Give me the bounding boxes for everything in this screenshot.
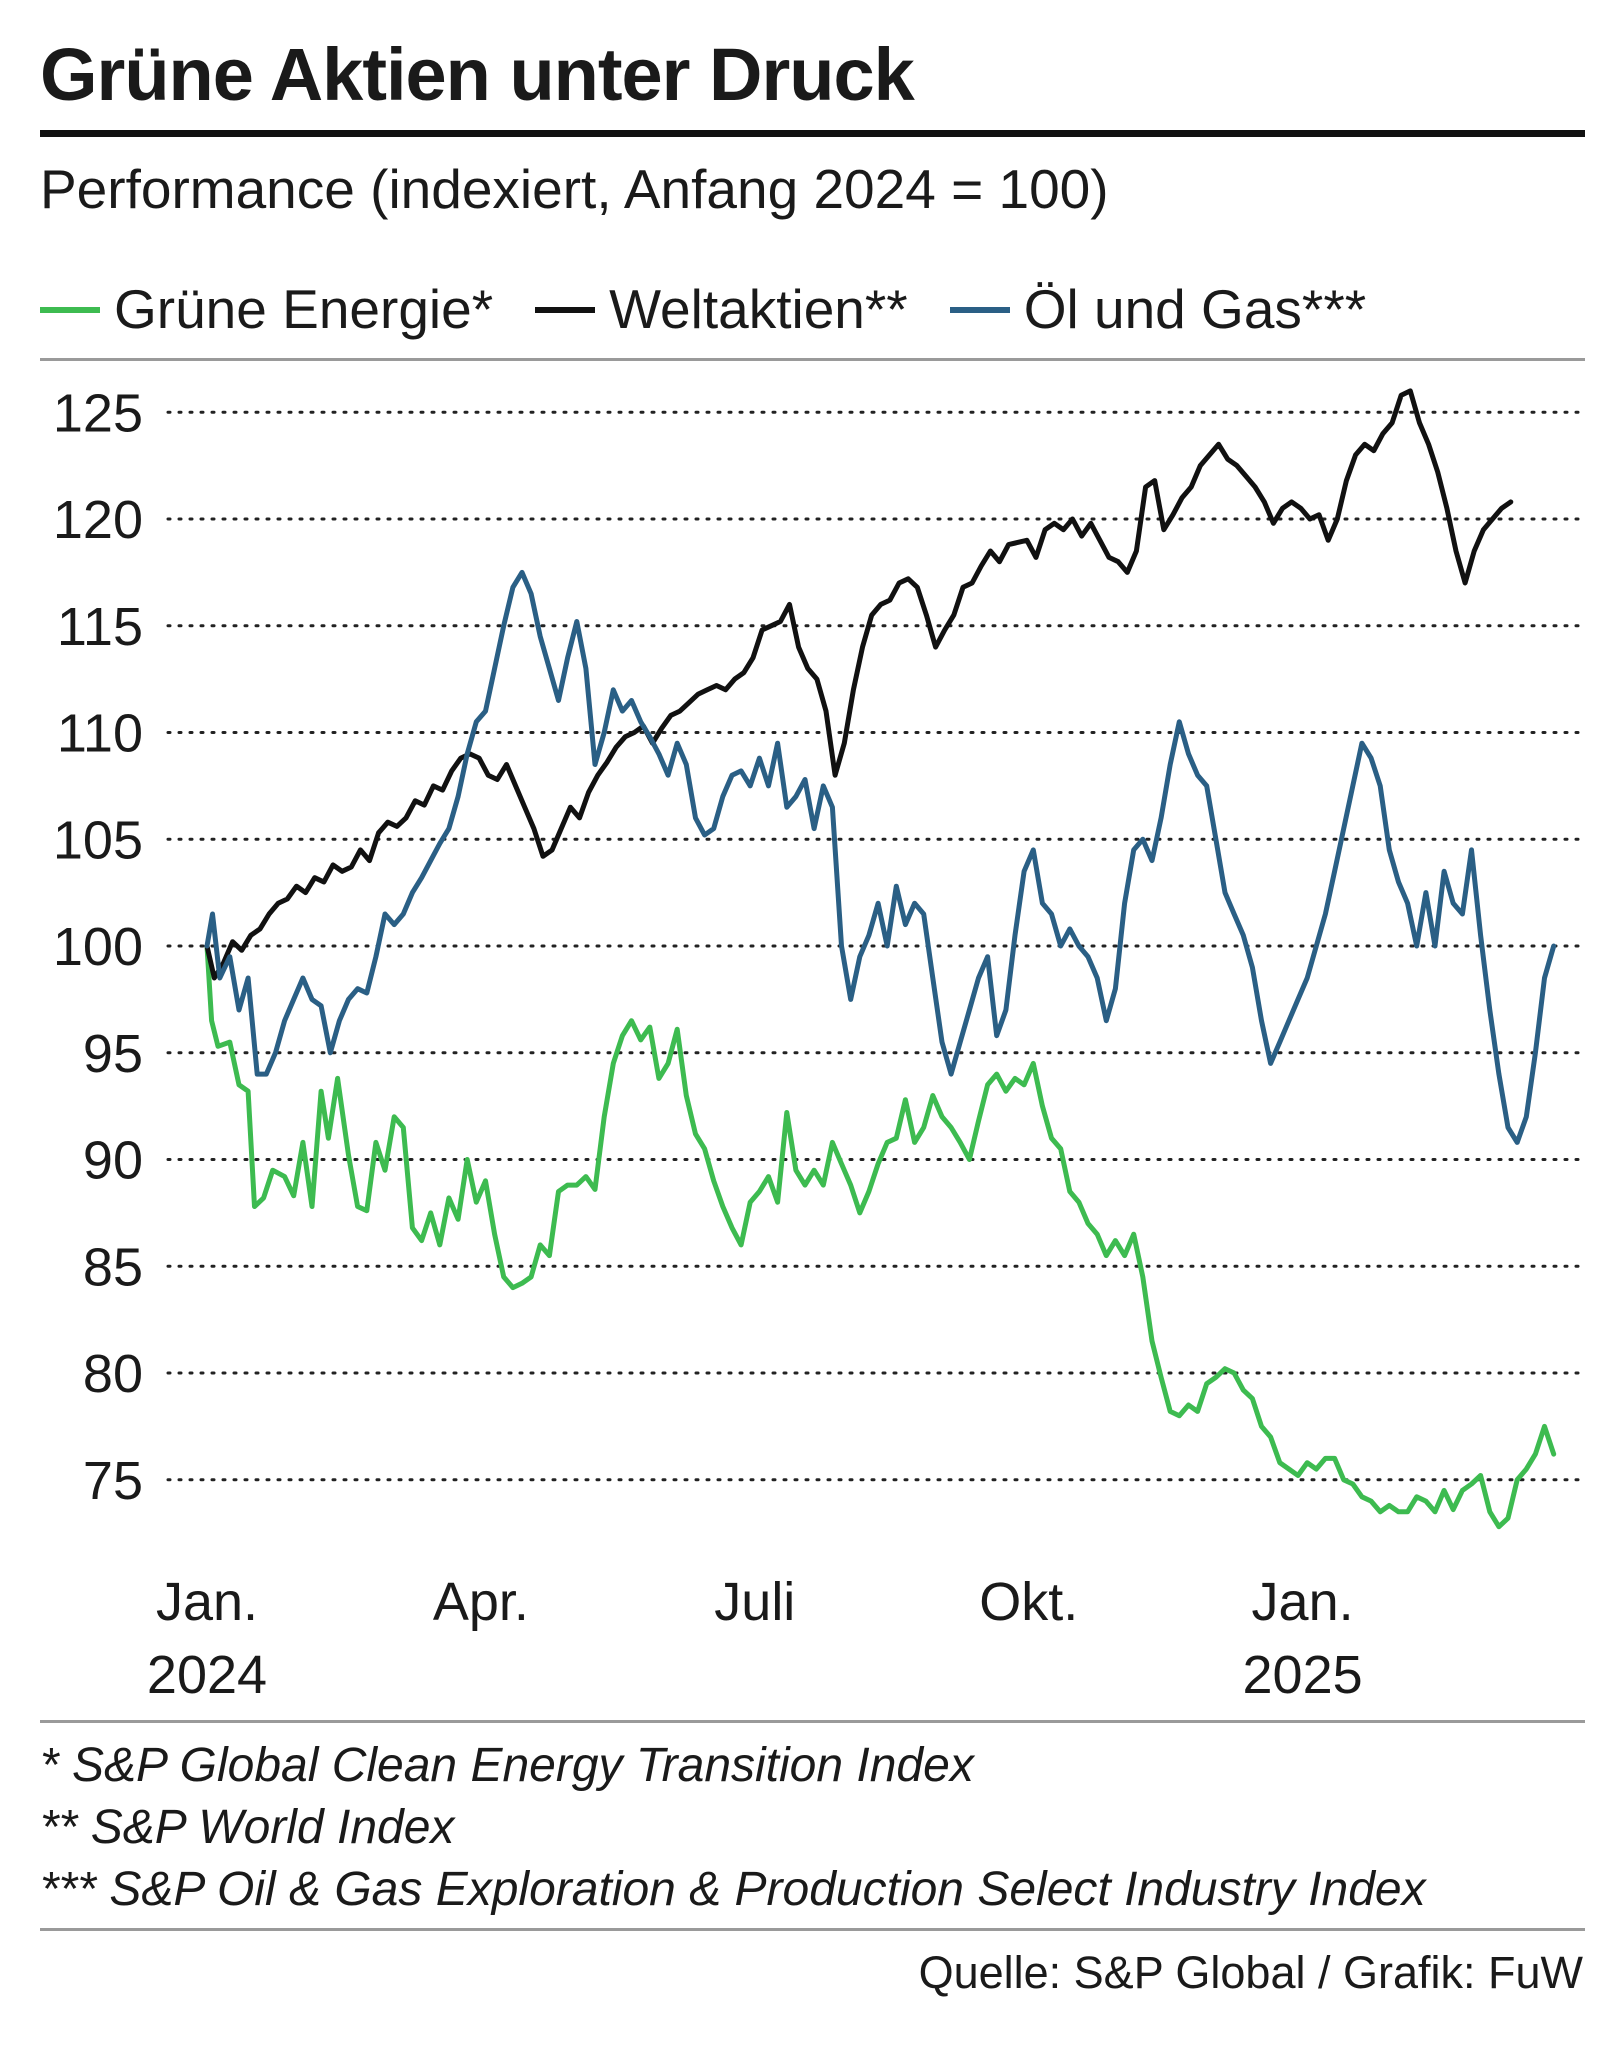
legend-item-green-energy: Grüne Energie* bbox=[40, 282, 493, 337]
x-tick-label: Apr. bbox=[433, 1572, 529, 1632]
notes-rule bbox=[40, 1720, 1585, 1723]
legend: Grüne Energie* Weltaktien** Öl und Gas**… bbox=[40, 282, 1408, 337]
x-tick-label: Jan. bbox=[1252, 1572, 1354, 1632]
footnote-2: ** S&P World Index bbox=[40, 1801, 455, 1854]
legend-item-world-stocks: Weltaktien** bbox=[535, 282, 908, 337]
series-line-2 bbox=[204, 388, 1514, 981]
y-tick-label: 100 bbox=[53, 917, 143, 977]
footnotes: * S&P Global Clean Energy Transition Ind… bbox=[40, 1735, 1426, 1921]
chart-subtitle: Performance (indexiert, Anfang 2024 = 10… bbox=[40, 158, 1109, 220]
x-tick-year-label: 2025 bbox=[1243, 1645, 1363, 1705]
y-tick-label: 115 bbox=[57, 597, 143, 657]
title-rule bbox=[40, 130, 1585, 137]
x-tick-year-label: 2024 bbox=[147, 1645, 267, 1705]
y-tick-label: 80 bbox=[83, 1344, 143, 1404]
y-tick-label: 105 bbox=[53, 810, 143, 870]
source-rule bbox=[40, 1928, 1585, 1931]
footnote-3: *** S&P Oil & Gas Exploration & Producti… bbox=[40, 1863, 1426, 1916]
footnote-1: * S&P Global Clean Energy Transition Ind… bbox=[40, 1739, 974, 1792]
legend-label-black: Weltaktien** bbox=[609, 278, 908, 340]
y-tick-label: 90 bbox=[83, 1131, 143, 1191]
series-line-1 bbox=[204, 943, 1557, 1530]
x-tick-label: Jan. bbox=[156, 1572, 258, 1632]
x-tick-label: Okt. bbox=[979, 1572, 1078, 1632]
legend-swatch-green bbox=[40, 306, 100, 313]
y-tick-label: 110 bbox=[57, 704, 143, 764]
line-chart: 75 80 85 90 95 100 105 110 115 120 125 Jan. 2024 Apr.… bbox=[53, 383, 1582, 1705]
y-tick-label: 120 bbox=[53, 490, 143, 550]
series-line-3 bbox=[204, 569, 1557, 1145]
y-tick-label: 75 bbox=[83, 1451, 143, 1511]
y-tick-label: 125 bbox=[53, 383, 143, 443]
source-credit: Quelle: S&P Global / Grafik: FuW bbox=[918, 1947, 1583, 1998]
legend-label-green: Grüne Energie* bbox=[114, 278, 494, 340]
x-tick-label: Juli bbox=[714, 1572, 795, 1632]
legend-item-oil-gas: Öl und Gas*** bbox=[949, 278, 1367, 340]
chart-title: Grüne Aktien unter Druck bbox=[40, 33, 915, 116]
legend-label-blue: Öl und Gas*** bbox=[1023, 278, 1367, 340]
legend-rule bbox=[40, 358, 1585, 361]
y-tick-label: 95 bbox=[83, 1024, 143, 1084]
legend-swatch-blue bbox=[949, 306, 1010, 313]
y-tick-label: 85 bbox=[83, 1237, 143, 1297]
legend-swatch-black bbox=[535, 306, 596, 313]
